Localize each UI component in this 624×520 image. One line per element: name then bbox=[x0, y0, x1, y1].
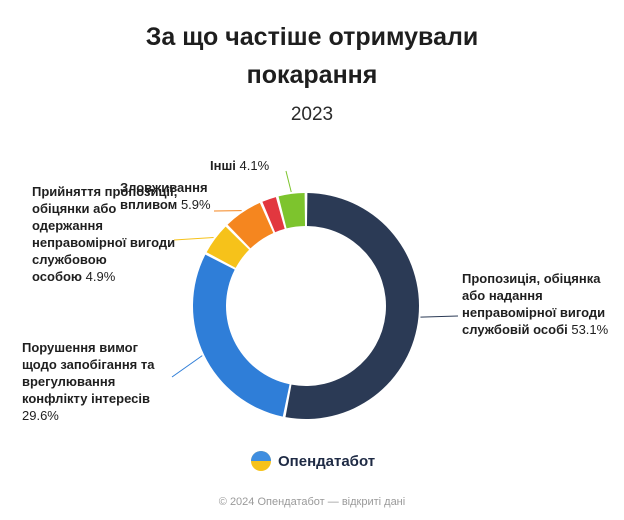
leader-other bbox=[285, 170, 292, 193]
label-offer-bribe: Пропозиція, обіцянка або надання неправо… bbox=[462, 270, 612, 338]
chart-subtitle: 2023 bbox=[290, 104, 334, 125]
label-offer-bribe-value: 53.1% bbox=[571, 322, 609, 337]
label-abuse-influence-value: 5.9% bbox=[180, 197, 211, 212]
label-accept-bribe-text-rest: особою bbox=[32, 269, 83, 284]
slice-other bbox=[278, 193, 306, 229]
slice-red bbox=[262, 197, 285, 233]
leader-lines bbox=[171, 170, 459, 378]
footer-credit: © 2024 Опендатабот — відкриті дані bbox=[218, 496, 406, 508]
label-accept-bribe-text: Прийняття пропозиції, обіцянки або одерж… bbox=[32, 184, 178, 267]
label-offer-bribe-text: Пропозиція, обіцянка або надання неправо… bbox=[462, 271, 606, 337]
label-accept-bribe-value: 4.9% bbox=[85, 269, 116, 284]
label-accept-bribe: Прийняття пропозиції, обіцянки або одерж… bbox=[32, 183, 182, 285]
leader-conflict-interest bbox=[171, 355, 203, 378]
label-other: Інші 4.1% bbox=[210, 157, 290, 174]
slice-accept-bribe bbox=[206, 226, 250, 268]
label-conflict-interest-text: Порушення вимог щодо запобігання та врег… bbox=[22, 340, 155, 406]
donut-slices bbox=[193, 193, 419, 419]
label-other-value: 4.1% bbox=[239, 158, 270, 173]
slice-conflict-interest bbox=[193, 254, 290, 417]
chart-title-line-2: покарання bbox=[246, 61, 378, 89]
chart-title-line-1: За що частіше отримували bbox=[145, 23, 479, 51]
label-conflict-interest-value: 29.6% bbox=[22, 408, 59, 423]
label-abuse-influence-text: Зловживання bbox=[120, 180, 208, 195]
label-other-text: Інші bbox=[210, 158, 236, 173]
label-abuse-influence: Зловживання впливом 5.9% bbox=[120, 179, 220, 213]
brand-name: Опендатабот bbox=[278, 452, 376, 470]
label-conflict-interest: Порушення вимог щодо запобігання та врег… bbox=[22, 339, 172, 424]
label-abuse-influence-text-rest: впливом bbox=[120, 197, 178, 212]
chart-title: За що частіше отримували покарання bbox=[0, 18, 624, 94]
leader-offer-bribe bbox=[420, 315, 459, 318]
slice-offer-bribe bbox=[285, 193, 419, 419]
brand: Опендатабот bbox=[250, 450, 375, 472]
slice-abuse-influence bbox=[227, 202, 274, 249]
label-offer-bribe-text-rest: особі bbox=[533, 322, 568, 337]
opendatabot-logo-icon bbox=[251, 451, 271, 471]
leader-accept-bribe bbox=[173, 237, 214, 241]
